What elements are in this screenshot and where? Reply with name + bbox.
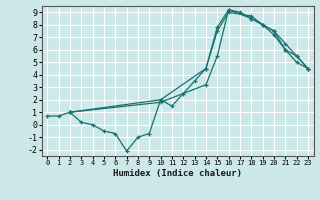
X-axis label: Humidex (Indice chaleur): Humidex (Indice chaleur) (113, 169, 242, 178)
